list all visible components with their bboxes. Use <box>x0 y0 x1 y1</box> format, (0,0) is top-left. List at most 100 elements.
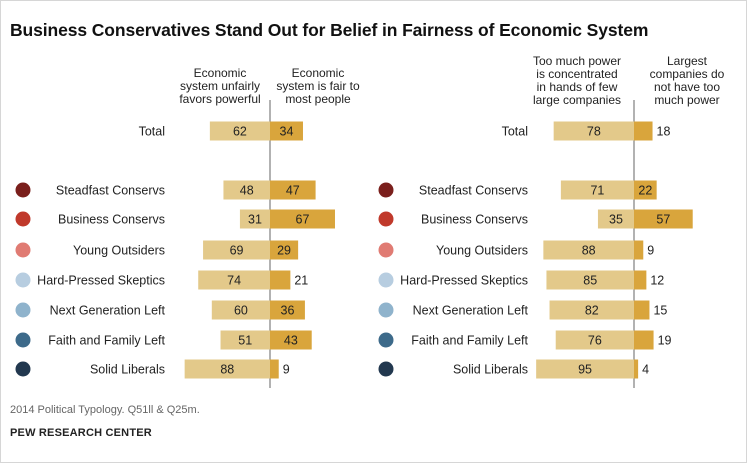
category-dot <box>15 272 31 288</box>
category-label: Hard-Pressed Skeptics <box>37 274 165 288</box>
bar-right <box>270 180 316 200</box>
value-label-right: 18 <box>657 125 671 139</box>
value-label-right: 15 <box>653 304 667 318</box>
bar-left <box>203 240 270 260</box>
series-header-left: Too much power is concentrated in hands of… <box>533 54 621 107</box>
source-note: 2014 Political Typology. Q51ll & Q25m. <box>10 404 200 416</box>
value-label-right: 9 <box>647 244 654 258</box>
bar-left <box>223 180 270 200</box>
category-dot <box>15 361 31 377</box>
value-label-left: 48 <box>240 184 254 198</box>
bar-left <box>211 300 270 320</box>
bar-left <box>560 180 634 200</box>
value-label-right: 47 <box>286 184 300 198</box>
bar-right <box>634 270 647 290</box>
bar-right <box>634 300 650 320</box>
bar-left <box>198 270 270 290</box>
value-label-left: 76 <box>588 334 602 348</box>
category-label: Solid Liberals <box>453 363 528 377</box>
value-label-right: 57 <box>656 213 670 227</box>
value-label-right: 43 <box>284 334 298 348</box>
value-label-left: 69 <box>230 244 244 258</box>
bar-right <box>634 121 653 141</box>
category-dot <box>378 361 394 377</box>
category-dot <box>378 242 394 258</box>
category-label: Young Outsiders <box>73 244 165 258</box>
value-label-left: 95 <box>578 363 592 377</box>
bar-right <box>270 209 335 229</box>
category-dot <box>378 332 394 348</box>
bar-left <box>209 121 270 141</box>
value-label-right: 36 <box>281 304 295 318</box>
bar-left <box>536 359 634 379</box>
bar-right <box>270 270 291 290</box>
category-label: Next Generation Left <box>413 304 529 318</box>
bar-left <box>184 359 270 379</box>
category-label: Business Conservs <box>58 213 165 227</box>
bar-right <box>270 300 305 320</box>
category-dot <box>15 332 31 348</box>
category-dot <box>378 182 394 198</box>
bar-left <box>597 209 634 229</box>
bar-right <box>270 121 303 141</box>
bar-right <box>634 209 693 229</box>
credit-line: PEW RESEARCH CENTER <box>10 427 152 439</box>
series-header-right: Economic system is fair to most people <box>276 66 360 106</box>
value-label-left: 62 <box>233 125 247 139</box>
category-label: Business Conservs <box>421 213 528 227</box>
category-label: Next Generation Left <box>50 304 166 318</box>
category-dot <box>378 272 394 288</box>
category-label: Total <box>139 125 165 139</box>
value-label-left: 74 <box>227 274 241 288</box>
value-label-left: 60 <box>234 304 248 318</box>
category-label: Solid Liberals <box>90 363 165 377</box>
category-label: Faith and Family Left <box>411 334 528 348</box>
category-label: Steadfast Conservs <box>56 184 165 198</box>
value-label-right: 4 <box>642 363 649 377</box>
bar-right <box>270 359 279 379</box>
value-label-left: 71 <box>590 184 604 198</box>
bar-right <box>270 330 312 350</box>
value-label-right: 9 <box>283 363 290 377</box>
category-label: Faith and Family Left <box>48 334 165 348</box>
category-dot <box>15 211 31 227</box>
value-label-right: 12 <box>650 274 664 288</box>
value-label-left: 82 <box>585 304 599 318</box>
value-label-left: 35 <box>609 213 623 227</box>
bar-left <box>555 330 634 350</box>
value-label-left: 31 <box>248 213 262 227</box>
bar-right <box>634 180 657 200</box>
bar-left <box>553 121 634 141</box>
category-label: Total <box>502 125 528 139</box>
value-label-right: 67 <box>296 213 310 227</box>
series-header-left: Economic system unfairly favors powerful <box>179 66 260 106</box>
value-label-left: 88 <box>220 363 234 377</box>
value-label-right: 29 <box>277 244 291 258</box>
category-dot <box>378 211 394 227</box>
bar-right <box>634 330 654 350</box>
value-label-right: 34 <box>280 125 294 139</box>
value-label-right: 21 <box>294 274 308 288</box>
bar-left <box>543 240 634 260</box>
bar-right <box>634 240 644 260</box>
chart-title: Business Conservatives Stand Out for Bel… <box>10 20 649 40</box>
value-label-left: 51 <box>238 334 252 348</box>
series-header-right: Largest companies do not have too much powe… <box>650 54 725 107</box>
value-label-left: 78 <box>587 125 601 139</box>
category-dot <box>15 242 31 258</box>
category-dot <box>378 302 394 318</box>
value-label-right: 22 <box>638 184 652 198</box>
category-dot <box>15 302 31 318</box>
category-label: Steadfast Conservs <box>419 184 528 198</box>
category-label: Young Outsiders <box>436 244 528 258</box>
bar-right <box>634 359 639 379</box>
bar-left <box>239 209 270 229</box>
value-label-left: 85 <box>583 274 597 288</box>
bar-right <box>270 240 299 260</box>
value-label-left: 88 <box>582 244 596 258</box>
bar-left <box>546 270 634 290</box>
bar-left <box>220 330 270 350</box>
bar-left <box>549 300 634 320</box>
category-dot <box>15 182 31 198</box>
